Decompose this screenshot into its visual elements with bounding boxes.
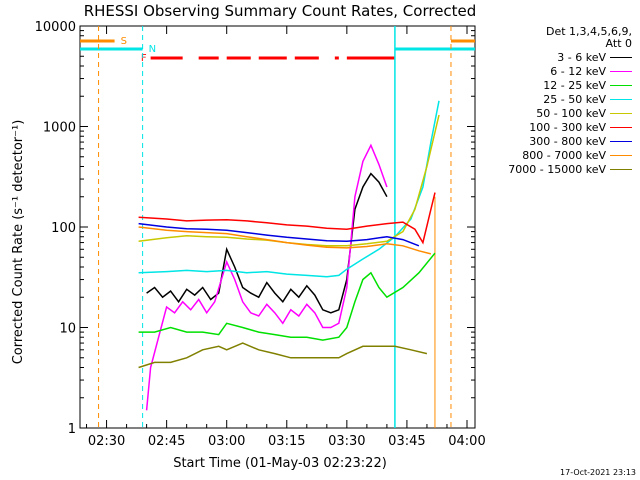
legend-entry-label: 50 - 100 keV [536,106,606,120]
legend-swatch [610,126,632,128]
x-tick-label: 03:30 [328,434,365,449]
legend-entry-label: 800 - 7000 keV [522,148,606,162]
flag-s-label: S [121,36,127,47]
legend-entries: 3 - 6 keV 6 - 12 keV 12 - 25 keV 25 - 50 ke… [480,50,632,176]
legend-swatch [610,154,632,156]
legend-entry: 12 - 25 keV [480,78,632,92]
legend-entry-label: 12 - 25 keV [543,78,606,92]
series-line-6 [138,192,436,245]
legend-entry: 7000 - 15000 keV [480,162,632,176]
legend-swatch [610,168,632,170]
series-line-3 [138,252,436,341]
legend-swatch [610,112,632,114]
series-line-4 [138,100,440,278]
legend-entry: 3 - 6 keV [480,50,632,64]
series-line-2 [145,143,388,411]
legend-entry: 50 - 100 keV [480,106,632,120]
legend-entry-label: 25 - 50 keV [543,92,606,106]
x-tick-label: 03:00 [208,434,245,449]
legend-entry: 800 - 7000 keV [480,148,632,162]
legend-entry: 25 - 50 keV [480,92,632,106]
legend-entry-label: 6 - 12 keV [550,64,606,78]
y-tick-label: 100 [51,221,76,236]
flag-f-label: F [141,53,147,64]
y-tick-label: 10000 [35,20,76,35]
y-axis-label: Corrected Count Rate (s⁻¹ detector⁻¹) [11,120,26,365]
plot-area: 1 10 100 1000 10000 02:30 02:45 03:00 03:15 03:30… [35,20,486,449]
x-tick-label: 02:45 [148,434,185,449]
legend-entry-label: 3 - 6 keV [557,50,606,64]
series-line-5 [138,114,440,247]
y-tick-label: 1 [68,422,76,437]
legend-title-line-1: Det 1,3,4,5,6,9, [545,25,632,38]
x-axis-label: Start Time (01-May-03 02:23:22) [173,456,387,471]
timestamp: 17-Oct-2021 23:13 [560,468,636,477]
x-tick-label: 04:00 [448,434,485,449]
legend-swatch [610,140,632,142]
x-tick-label: 02:30 [88,434,125,449]
legend: Det 1,3,4,5,6,9, Att 0 3 - 6 keV 6 - 12 k… [480,26,632,176]
y-tick-label: 1000 [43,121,76,136]
legend-entry: 300 - 800 keV [480,134,632,148]
legend-entry: 6 - 12 keV [480,64,632,78]
series-line-9 [138,342,428,369]
series-line-7 [138,222,420,247]
x-tick-label: 03:45 [388,434,425,449]
legend-entry-label: 300 - 800 keV [529,134,606,148]
legend-entry: 100 - 300 keV [480,120,632,134]
x-tick-label: 03:15 [268,434,305,449]
flag-n-label: N [149,44,156,55]
legend-swatch [610,98,632,100]
legend-entry-label: 7000 - 15000 keV [508,162,606,176]
chart-title: RHESSI Observing Summary Count Rates, Co… [84,2,477,20]
legend-swatch [610,56,632,58]
legend-swatch [610,70,632,72]
y-tick-label: 10 [59,322,76,337]
legend-entry-label: 100 - 300 keV [529,120,606,134]
series-line-8 [138,226,432,255]
legend-title-line-2: Att 0 [605,37,632,50]
legend-swatch [610,84,632,86]
